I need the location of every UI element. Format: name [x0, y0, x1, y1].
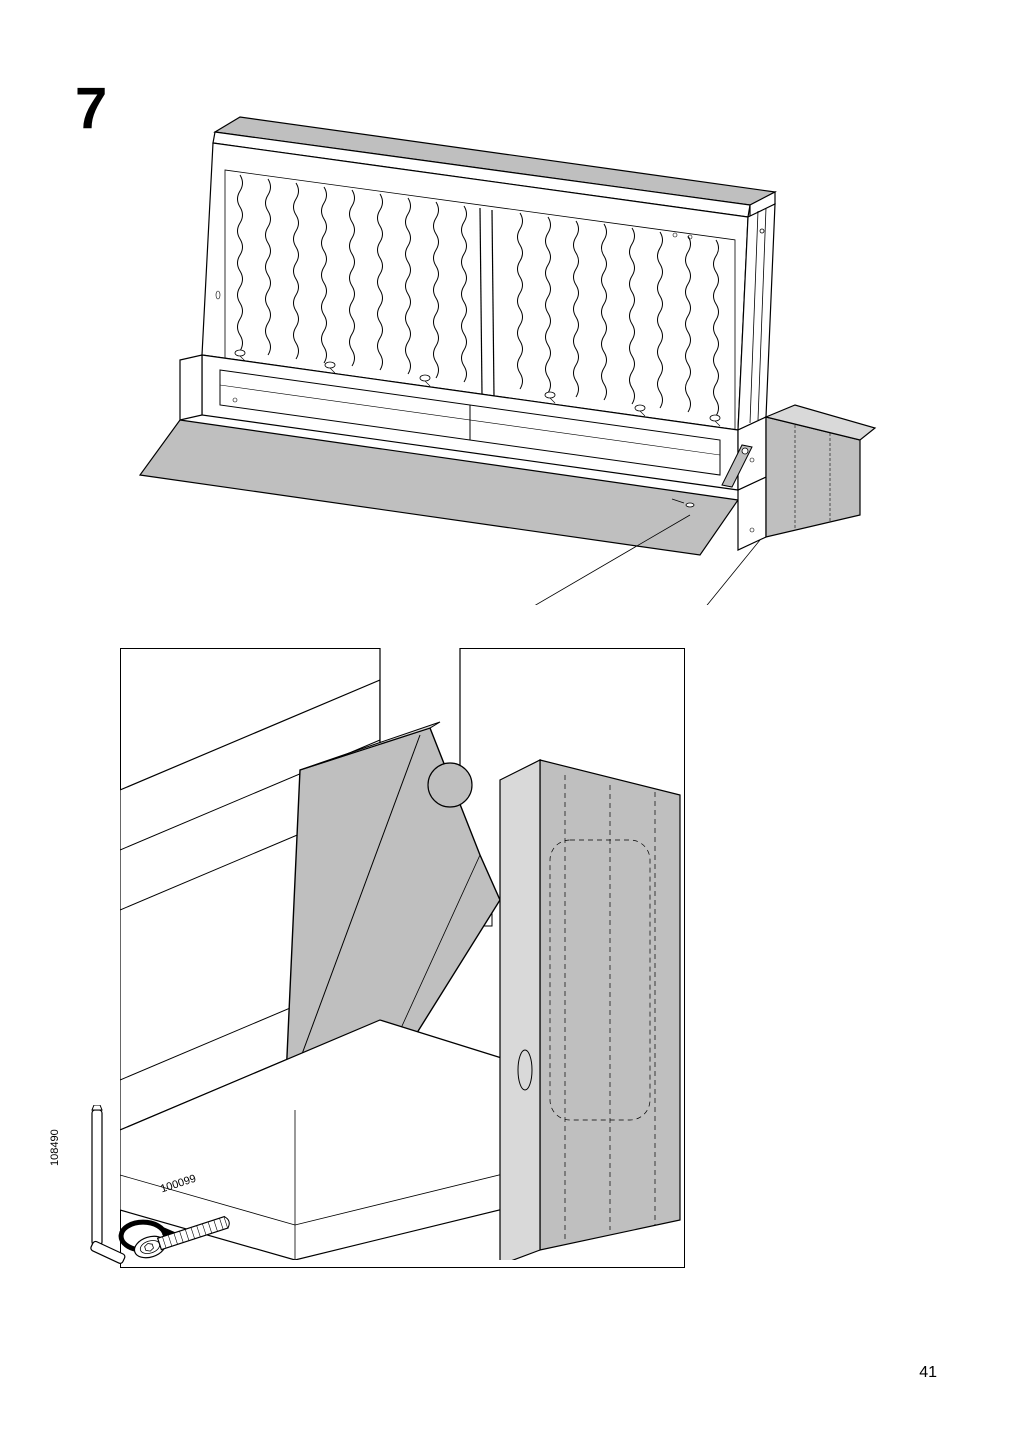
bolt-assembly-icon: [105, 1175, 285, 1295]
hex-key-part-number: 108490: [49, 1129, 61, 1166]
page-number: 41: [919, 1364, 937, 1382]
main-furniture-illustration: [130, 95, 880, 605]
instruction-page: 7: [0, 0, 1012, 1432]
step-number: 7: [75, 75, 107, 142]
